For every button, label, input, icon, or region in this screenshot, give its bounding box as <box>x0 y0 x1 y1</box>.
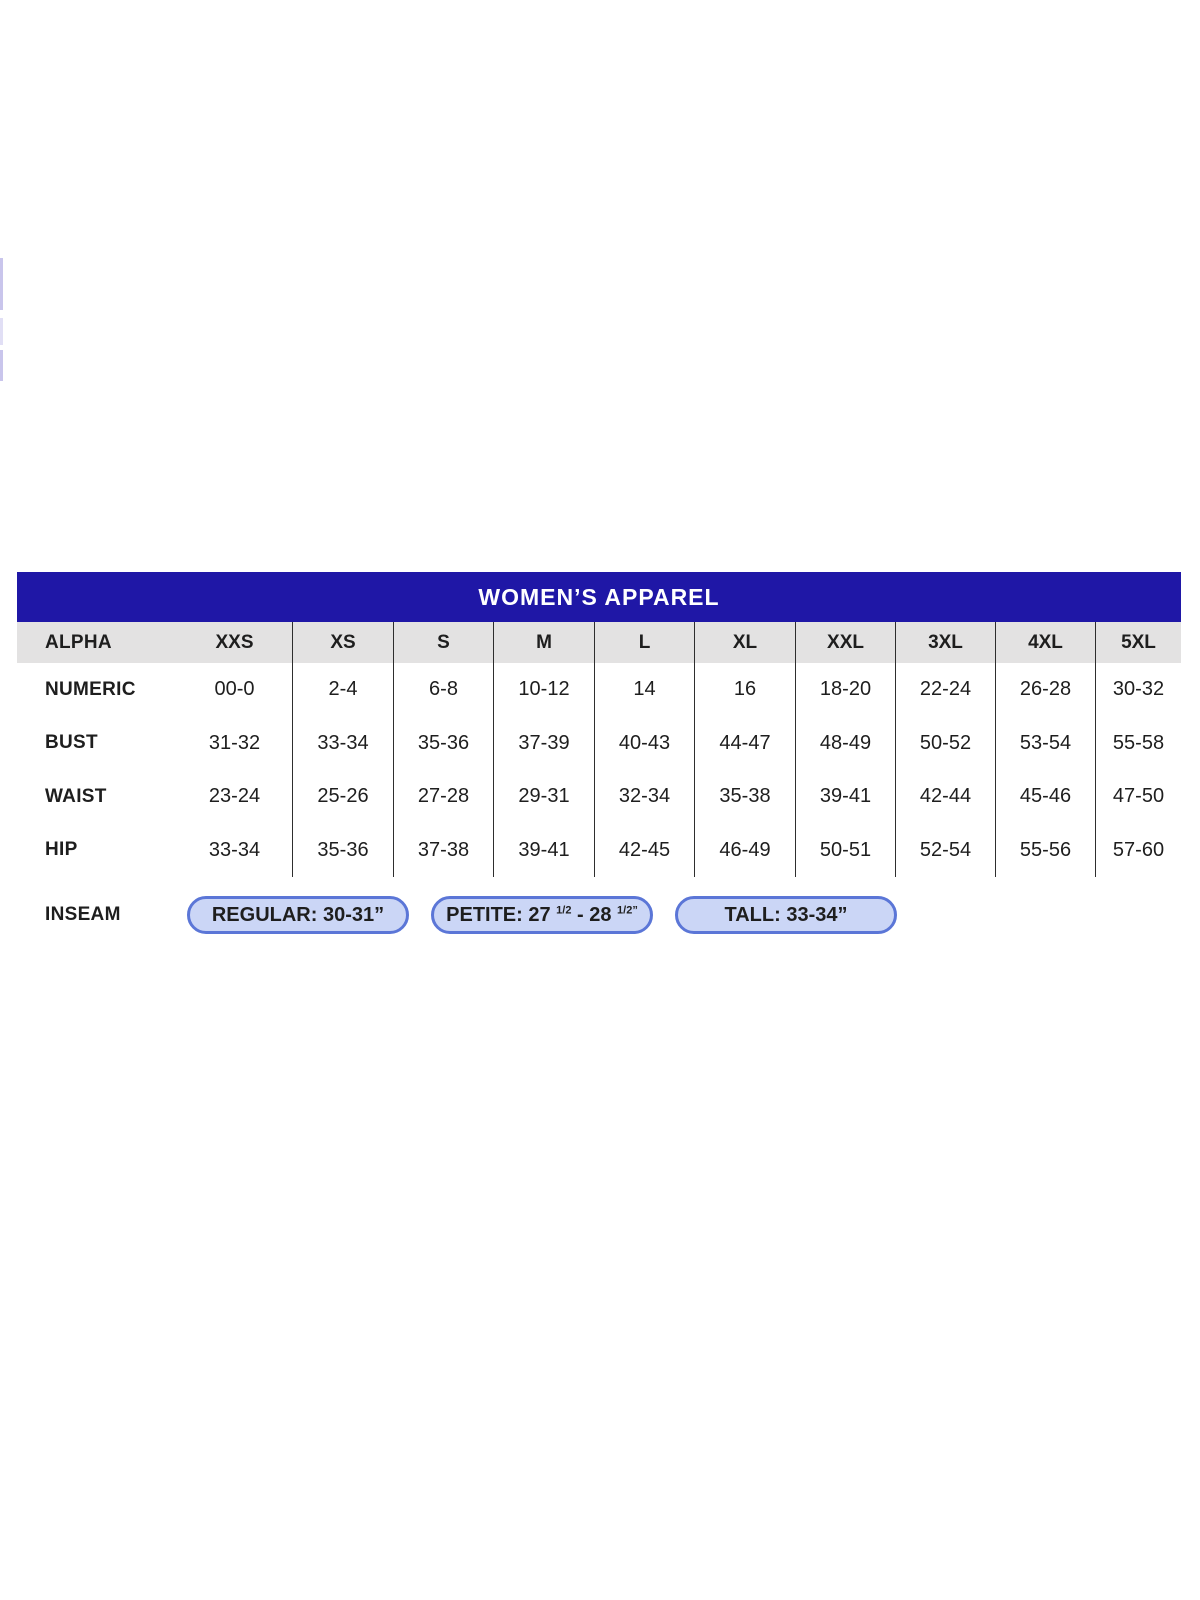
row-label-hip: HIP <box>45 839 78 860</box>
inseam-pill-tall: TALL: 33-34” <box>675 896 897 934</box>
row-label-numeric: NUMERIC <box>45 678 136 700</box>
inseam-pill-petite: PETITE: 27 1/2 - 28 1/2” <box>431 896 653 934</box>
size-value-cell: 39-41 <box>494 823 595 877</box>
size-value-cell: 23-24 <box>177 770 293 823</box>
size-value-cell: 37-38 <box>394 823 494 877</box>
size-value-cell: 30-32 <box>1112 678 1165 700</box>
size-value-cell: 31-32 <box>177 716 293 770</box>
column-header-xxs: XXS <box>177 622 293 663</box>
size-value-cell: 35-36 <box>293 823 394 877</box>
column-header-xxl: XXL <box>796 622 896 663</box>
column-header-3xl: 3XL <box>896 622 996 663</box>
size-value-cell: 55-56 <box>996 823 1096 877</box>
size-value-cell: 22-24 <box>896 663 996 716</box>
column-header-alpha: ALPHA <box>17 622 177 663</box>
table-title-bar: WOMEN’S APPAREL <box>17 572 1181 622</box>
size-value-cell: 00-0 <box>177 663 293 716</box>
column-header-4xl: 4XL <box>996 622 1096 663</box>
size-value-cell: 42-44 <box>896 770 996 823</box>
table-title: WOMEN’S APPAREL <box>478 583 720 610</box>
size-value-cell: 16 <box>695 663 796 716</box>
size-value-cell: 40-43 <box>595 716 695 770</box>
size-value-cell: 42-45 <box>595 823 695 877</box>
left-edge-artifact <box>0 258 3 310</box>
size-value-cell: 52-54 <box>896 823 996 877</box>
size-value-cell: 53-54 <box>996 716 1096 770</box>
column-header-m: M <box>494 622 595 663</box>
size-value-cell: 50-52 <box>896 716 996 770</box>
column-header-l: L <box>595 622 695 663</box>
column-header-5xl: 5XL <box>1096 622 1181 663</box>
size-value-cell: 37-39 <box>494 716 595 770</box>
size-value-cell: 10-12 <box>494 663 595 716</box>
size-value-cell: 2-4 <box>293 663 394 716</box>
row-label-bust: BUST <box>45 732 98 753</box>
row-label-inseam: INSEAM <box>45 904 121 925</box>
size-value-cell: 44-47 <box>695 716 796 770</box>
size-value-cell: 35-38 <box>695 770 796 823</box>
size-value-cell: 57-60 <box>1112 838 1165 861</box>
womens-apparel-size-chart: WOMEN’S APPAREL ALPHA XXS XS S M L XL XX… <box>17 572 1181 953</box>
left-edge-artifact <box>0 350 3 381</box>
size-value-cell: 39-41 <box>796 770 896 823</box>
size-value-cell: 27-28 <box>394 770 494 823</box>
size-grid: ALPHA XXS XS S M L XL XXL 3XL 4XL 5XL NU… <box>17 622 1181 877</box>
size-value-cell: 32-34 <box>595 770 695 823</box>
size-value-cell: 18-20 <box>796 663 896 716</box>
inseam-pills: REGULAR: 30-31” PETITE: 27 1/2 - 28 1/2”… <box>187 896 897 934</box>
inseam-pill-tall-text: TALL: 33-34” <box>724 903 848 926</box>
size-value-cell: 6-8 <box>394 663 494 716</box>
size-value-cell: 25-26 <box>293 770 394 823</box>
size-value-cell: 14 <box>595 663 695 716</box>
size-value-cell: 29-31 <box>494 770 595 823</box>
inseam-pill-petite-text: PETITE: 27 1/2 - 28 1/2” <box>446 903 638 926</box>
size-value-cell: 55-58 <box>1112 731 1165 754</box>
size-value-cell: 46-49 <box>695 823 796 877</box>
size-value-cell: 45-46 <box>996 770 1096 823</box>
size-value-cell: 50-51 <box>796 823 896 877</box>
size-value-cell: 33-34 <box>177 823 293 877</box>
row-label-waist: WAIST <box>45 785 107 807</box>
size-value-cell: 47-50 <box>1112 785 1165 807</box>
column-header-xl: XL <box>695 622 796 663</box>
size-value-cell: 35-36 <box>394 716 494 770</box>
size-value-cell: 26-28 <box>996 663 1096 716</box>
inseam-pill-regular-text: REGULAR: 30-31” <box>211 903 385 926</box>
inseam-pill-regular: REGULAR: 30-31” <box>187 896 409 934</box>
size-value-cell: 48-49 <box>796 716 896 770</box>
size-value-cell: 33-34 <box>293 716 394 770</box>
left-edge-artifact <box>0 318 3 345</box>
column-header-s: S <box>394 622 494 663</box>
inseam-row: INSEAM REGULAR: 30-31” PETITE: 27 1/2 - … <box>17 877 1181 953</box>
column-header-xs: XS <box>293 622 394 663</box>
